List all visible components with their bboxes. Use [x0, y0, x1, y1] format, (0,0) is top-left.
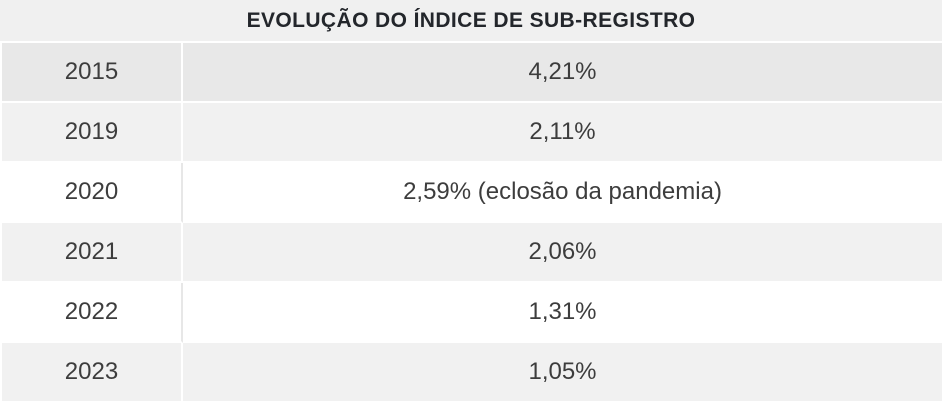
value-cell: 2,59% (eclosão da pandemia) — [183, 163, 942, 223]
year-cell: 2015 — [0, 43, 183, 103]
value-cell: 2,11% — [183, 103, 942, 163]
table-row: 2023 1,05% — [0, 343, 942, 403]
table-row: 2022 1,31% — [0, 283, 942, 343]
value-cell: 4,21% — [183, 43, 942, 103]
table-row: 2019 2,11% — [0, 103, 942, 163]
year-cell: 2020 — [0, 163, 183, 223]
table-row: 2015 4,21% — [0, 43, 942, 103]
year-cell: 2023 — [0, 343, 183, 403]
table-body: 2015 4,21% 2019 2,11% 2020 2,59% (eclosã… — [0, 43, 942, 403]
table-header: EVOLUÇÃO DO ÍNDICE DE SUB-REGISTRO — [0, 0, 942, 43]
subregistro-table: EVOLUÇÃO DO ÍNDICE DE SUB-REGISTRO 2015 … — [0, 0, 942, 403]
value-cell: 1,31% — [183, 283, 942, 343]
year-cell: 2019 — [0, 103, 183, 163]
value-cell: 1,05% — [183, 343, 942, 403]
year-cell: 2021 — [0, 223, 183, 283]
table-row: 2021 2,06% — [0, 223, 942, 283]
table-title: EVOLUÇÃO DO ÍNDICE DE SUB-REGISTRO — [0, 0, 942, 43]
value-cell: 2,06% — [183, 223, 942, 283]
title-row: EVOLUÇÃO DO ÍNDICE DE SUB-REGISTRO — [0, 0, 942, 43]
year-cell: 2022 — [0, 283, 183, 343]
table-row: 2020 2,59% (eclosão da pandemia) — [0, 163, 942, 223]
